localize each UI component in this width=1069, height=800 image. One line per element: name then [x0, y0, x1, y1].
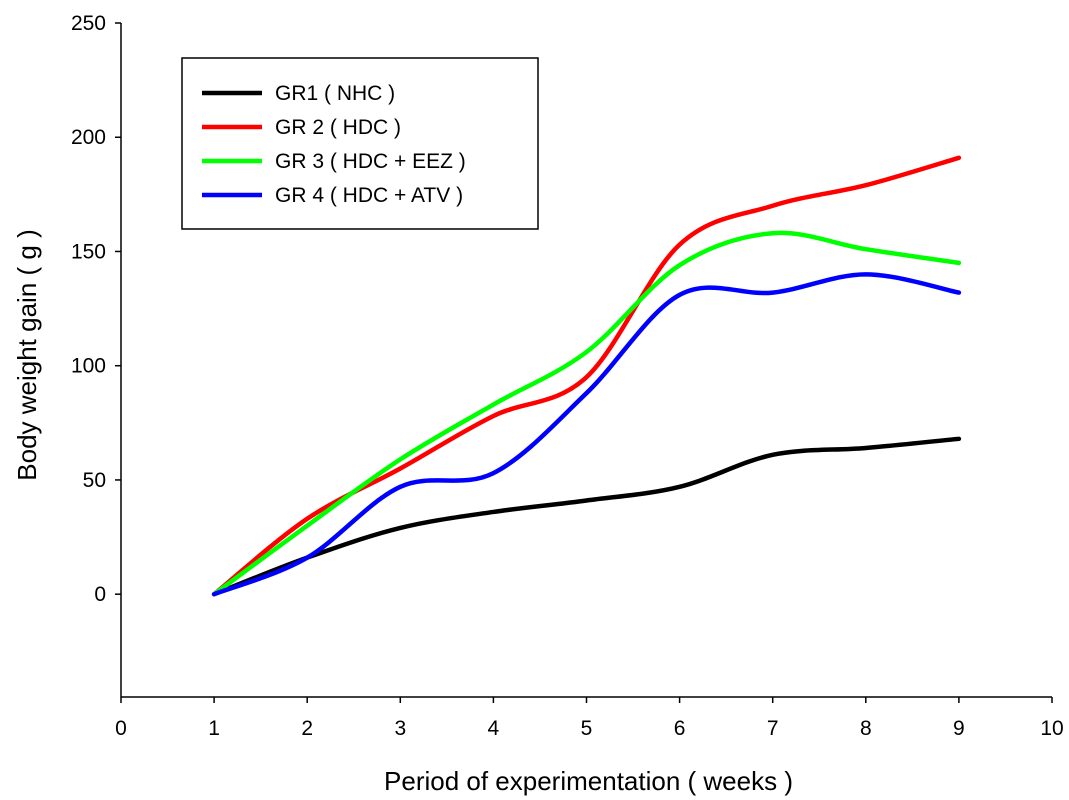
- series-line-4: [211, 272, 962, 597]
- x-tick-label: 3: [394, 717, 406, 740]
- y-tick-label: 0: [94, 583, 106, 606]
- x-tick-label: 9: [953, 717, 965, 740]
- legend-label: GR 4 ( HDC + ATV ): [275, 184, 463, 207]
- x-tick-label: 6: [674, 717, 686, 740]
- legend-label: GR 2 ( HDC ): [275, 116, 401, 139]
- x-tick-label: 0: [115, 717, 127, 740]
- legend-item: GR 2 ( HDC ): [202, 116, 401, 139]
- y-tick-label: 200: [71, 126, 106, 149]
- legend-item: GR1 ( NHC ): [202, 82, 395, 105]
- y-tick-label: 100: [71, 355, 106, 378]
- x-tick-label: 8: [860, 717, 872, 740]
- y-tick-label: 50: [83, 469, 106, 492]
- x-tick-label: 2: [301, 717, 313, 740]
- y-tick-label: 150: [71, 240, 106, 263]
- legend-item: GR 3 ( HDC + EEZ ): [202, 150, 466, 173]
- legend-item: GR 4 ( HDC + ATV ): [202, 184, 463, 207]
- y-tick-label: 250: [71, 12, 106, 35]
- series-lines: [211, 155, 962, 597]
- legend-label: GR1 ( NHC ): [275, 82, 395, 105]
- series-line-2: [211, 155, 962, 597]
- legend: GR1 ( NHC ) GR 2 ( HDC ) GR 3 ( HDC + EEZ …: [181, 57, 539, 230]
- x-tick-label: 7: [767, 717, 779, 740]
- x-tick-label: 10: [1040, 717, 1063, 740]
- y-axis-title: Body weight gain ( g ): [12, 229, 42, 480]
- series-line-3: [211, 230, 962, 597]
- x-axis-title: Period of experimentation ( weeks ): [384, 766, 793, 796]
- x-tick-label: 1: [208, 717, 220, 740]
- x-tick-label: 4: [488, 717, 500, 740]
- x-tick-label: 5: [581, 717, 593, 740]
- legend-box: [181, 57, 539, 230]
- legend-label: GR 3 ( HDC + EEZ ): [275, 150, 466, 173]
- series-line-1: [211, 436, 962, 597]
